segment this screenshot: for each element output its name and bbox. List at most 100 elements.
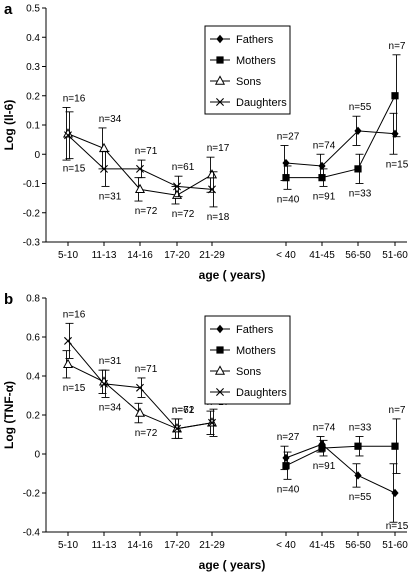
n-label: n=61: [172, 162, 195, 173]
legend-item: Fathers: [210, 34, 274, 46]
n-label: n=74: [313, 140, 336, 151]
x-tick-label: 11-13: [92, 540, 117, 551]
panel-label: b: [4, 291, 13, 308]
series-sons: n=16 n=34 n=72 n=72 n=17: [62, 93, 230, 220]
legend-item: Sons: [210, 365, 262, 378]
y-tick-label: 0.8: [26, 294, 40, 305]
n-label: n=31: [99, 191, 122, 202]
n-label: n=61: [172, 405, 195, 416]
chart-panel-a: a -0.3 -0.2 -0.1 0 0.1 0.2 0.3 0.4 0.5 5-10 11-13 14…: [2, 1, 409, 282]
x-tick-label: 17-20: [164, 540, 190, 551]
n-label: n=27: [277, 131, 300, 142]
data-point-triangle: [134, 183, 146, 194]
legend: Fathers Mothers Sons Daughters: [204, 25, 291, 115]
data-point-diamond: [282, 453, 290, 463]
data-point-diamond: [354, 126, 362, 136]
n-label: n=72: [135, 428, 158, 439]
y-tick-label: 0: [34, 450, 40, 461]
x-tick-label: 56-50: [345, 250, 371, 261]
y-tick-label: -0.4: [23, 528, 41, 539]
legend-label: Fathers: [236, 34, 274, 46]
n-label: n=40: [277, 194, 300, 205]
chart-panel-b: b -0.4 -0.2 0 0.2 0.4 0.6 0.8 5-10 11-13 14-16 17-2…: [2, 291, 409, 572]
axes: -0.4 -0.2 0 0.2 0.4 0.6 0.8 5-10 11-13 14-16 17-20…: [23, 294, 408, 552]
x-tick-label: 11-13: [92, 250, 117, 261]
series-mothers: n=40 n=91 n=33 n=7: [277, 41, 406, 206]
y-axis-label: Log (TNF-α): [2, 381, 16, 449]
x-tick-label: 56-50: [345, 540, 371, 551]
legend-item: Daughters: [210, 387, 287, 399]
y-tick-label: 0.2: [26, 91, 40, 102]
x-tick-label: 51-60: [382, 250, 408, 261]
legend-marker: [216, 346, 224, 354]
legend-item: Sons: [210, 75, 262, 88]
legend-label: Daughters: [236, 387, 287, 399]
n-label: n=91: [313, 461, 336, 472]
data-point-triangle: [206, 169, 218, 179]
data-point-x: [173, 424, 181, 433]
x-tick-label: 51-60: [382, 540, 408, 551]
n-label: n=34: [99, 402, 122, 413]
data-point-x: [100, 164, 108, 173]
x-axis-label: age ( years): [199, 268, 266, 282]
x-tick-label: 41-45: [309, 250, 335, 261]
legend-item: Mothers: [210, 345, 276, 357]
data-point-square: [391, 92, 399, 100]
legend-label: Mothers: [236, 55, 276, 67]
legend-item: Fathers: [210, 324, 274, 336]
n-label: n=72: [172, 405, 195, 416]
n-label: n=27: [277, 432, 300, 443]
n-label: n=15: [386, 521, 409, 532]
y-tick-label: 0.2: [26, 411, 40, 422]
data-point-x: [64, 131, 72, 140]
data-point-x: [136, 164, 144, 173]
n-label: n=31: [99, 356, 122, 367]
series-line: [286, 95, 396, 179]
series-mothers: n=40 n=91 n=33 n=7: [277, 405, 406, 495]
n-label: n=71: [135, 146, 158, 157]
series-daughters: n=15 n=31 n=71 n=61 n=18: [63, 111, 230, 223]
data-point-x: [64, 336, 72, 345]
data-point-x: [173, 182, 181, 191]
data-point-square: [354, 165, 362, 173]
data-point-square: [318, 174, 326, 182]
legend-label: Sons: [236, 366, 262, 378]
legend-marker: [214, 75, 226, 85]
n-label: n=40: [277, 484, 300, 495]
series-fathers: n=27 n=74 n=55 n=15: [277, 102, 409, 182]
data-point-square: [282, 462, 290, 470]
y-tick-label: -0.2: [23, 208, 41, 219]
legend-marker: [216, 324, 224, 334]
n-label: n=74: [313, 422, 336, 433]
n-label: n=16: [63, 309, 86, 320]
y-tick-label: 0.5: [26, 4, 40, 15]
y-axis-label: Log (Il-6): [2, 100, 16, 151]
n-label: n=91: [313, 191, 336, 202]
x-tick-label: 21-29: [199, 250, 225, 261]
legend: Fathers Mothers Sons Daughters: [204, 315, 291, 405]
x-tick-label: 14-16: [127, 250, 153, 261]
data-point-triangle: [62, 358, 74, 368]
series-line: [285, 445, 395, 467]
data-point-diamond: [354, 471, 362, 480]
data-point-x: [136, 383, 144, 392]
y-tick-label: 0.4: [26, 372, 40, 383]
n-label: n=7: [389, 41, 406, 52]
legend-marker: [214, 365, 226, 375]
y-tick-label: 0.3: [26, 62, 40, 73]
data-point-diamond: [391, 488, 399, 498]
data-point-triangle: [134, 407, 146, 417]
data-point-square: [282, 174, 290, 182]
data-point-diamond: [282, 158, 290, 168]
x-tick-label: < 40: [276, 250, 296, 261]
x-axis-label: age ( years): [199, 558, 266, 572]
x-tick-label: 5-10: [58, 250, 78, 261]
data-point-diamond: [318, 161, 326, 171]
y-tick-label: 0.4: [26, 33, 40, 44]
n-label: n=33: [349, 189, 372, 200]
series-line: [285, 443, 396, 494]
y-tick-label: -0.2: [23, 489, 41, 500]
legend-marker: [216, 98, 224, 106]
legend-label: Fathers: [236, 324, 274, 336]
y-tick-label: 0.1: [26, 121, 40, 132]
